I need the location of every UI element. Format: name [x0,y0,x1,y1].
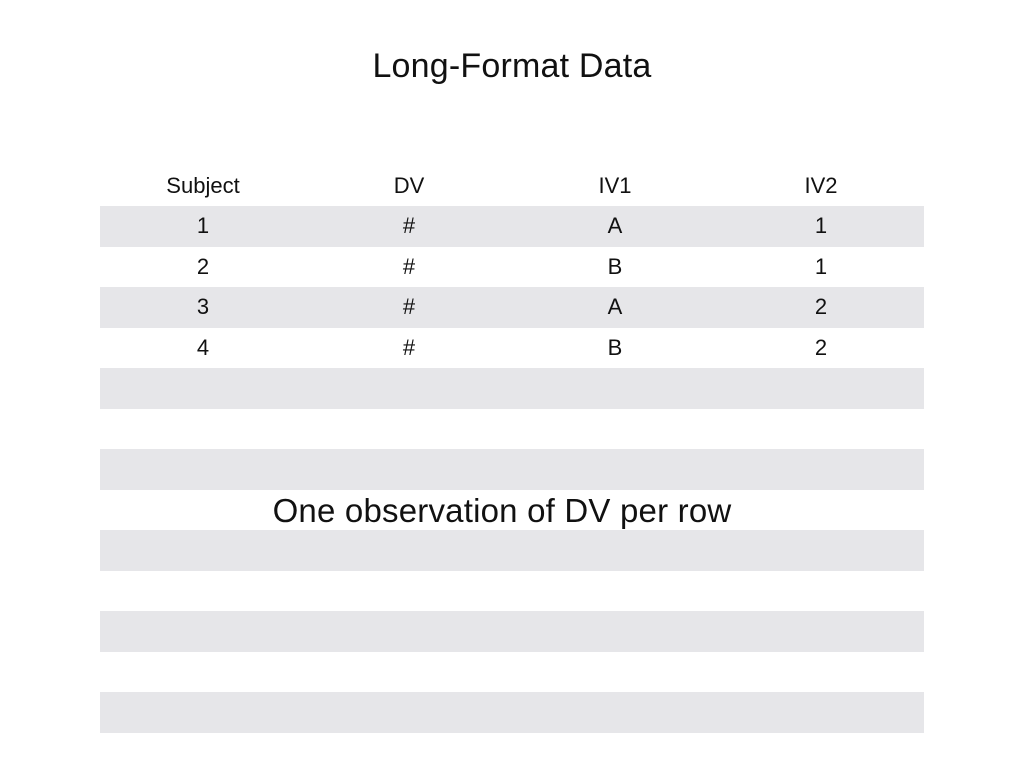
column-header-iv1: IV1 [598,173,632,198]
table-cell: 4 [196,334,210,360]
table-cell: B [607,334,623,360]
empty-row [100,409,924,450]
table-cell: # [402,213,416,239]
table-cell: 1 [196,213,210,239]
empty-row [100,692,924,733]
empty-row [100,449,924,490]
table-cell: A [607,294,623,320]
table-cell: A [607,213,623,239]
table-row: 3 # A 2 [100,287,924,328]
table-row: 2 # B 1 [100,247,924,288]
table-cell: B [607,253,623,279]
empty-row [100,652,924,693]
table-cell: 3 [196,294,210,320]
table-cell: 2 [814,294,828,320]
empty-row [100,530,924,571]
empty-row [100,611,924,652]
table-cell: 2 [814,334,828,360]
column-header-iv2: IV2 [804,173,838,198]
table-cell: # [402,334,416,360]
table-row: 1 # A 1 [100,206,924,247]
slide-caption: One observation of DV per row [272,492,732,529]
table-cell: 1 [814,213,828,239]
table-cell: 1 [814,253,828,279]
table-cell: # [402,253,416,279]
slide-title: Long-Format Data [372,47,652,85]
empty-row [100,571,924,612]
table-cell: 2 [196,253,210,279]
column-header-dv: DV [393,173,425,198]
data-table: Subject DV IV1 IV2 1 # A 1 2 # B 1 3 # A… [100,166,924,733]
column-header-subject: Subject [166,173,240,198]
table-row: 4 # B 2 [100,328,924,369]
table-header-row: Subject DV IV1 IV2 [100,166,924,206]
table-cell: # [402,294,416,320]
empty-row [100,368,924,409]
